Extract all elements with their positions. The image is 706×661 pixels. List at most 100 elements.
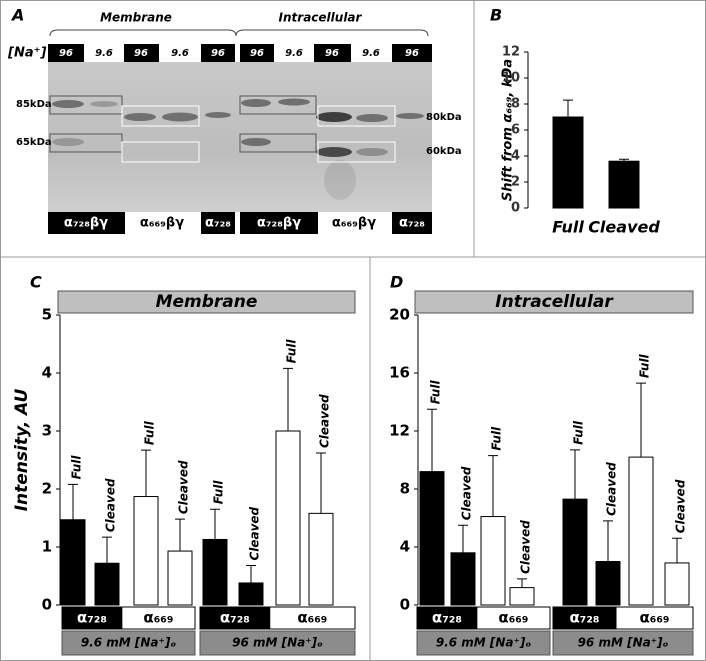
y-axis-label: Shift from α₆₆₉, kDa: [501, 59, 516, 201]
bar: [419, 471, 445, 606]
construct-row: α₇₂₈βγ α₆₆₉βγ α₇₂₈ α₇₂₈βγ α₆₆₉βγ α₇₂₈: [48, 212, 432, 234]
bar: [275, 430, 301, 606]
error-bar: [283, 367, 293, 431]
bar-label: Full: [212, 480, 226, 505]
panel-label: B: [490, 6, 502, 25]
error-bar: [175, 518, 185, 552]
y-tick-label: 2: [511, 175, 520, 190]
bar-label: Cleaved: [318, 394, 332, 448]
y-tick-label: 6: [511, 123, 520, 138]
marker: 60kDa: [426, 146, 462, 157]
bar: [133, 496, 159, 606]
subunit-label: α₇₂₈: [220, 609, 250, 627]
error-bar: [636, 382, 646, 458]
subunit-label: α₆₆₉: [143, 609, 173, 627]
error-bar: [316, 452, 326, 514]
subunit-label: α₇₂₈: [569, 609, 599, 627]
construct: α₇₂₈: [205, 216, 231, 231]
bar: [94, 562, 120, 606]
bar-label: Cleaved: [605, 462, 619, 516]
y-tick-label: 4: [511, 149, 520, 164]
bar-label: Full: [70, 455, 84, 480]
title-box: [414, 290, 694, 314]
error-bar: [427, 408, 437, 472]
y-tick-label: 16: [389, 364, 410, 382]
lane: 9.6: [95, 48, 113, 59]
y-tick-label: 10: [502, 71, 520, 86]
condition-box: [61, 630, 196, 656]
subunit-box: [615, 606, 694, 630]
condition-box: [416, 630, 551, 656]
x-tick-label: Cleaved: [588, 218, 660, 237]
error-bar: [517, 578, 527, 588]
group-label: Membrane: [100, 11, 172, 25]
y-tick-label: 12: [389, 422, 410, 440]
y-tick-label: 0: [42, 596, 52, 614]
lane: 9.6: [362, 48, 380, 59]
error-bar: [603, 520, 613, 562]
panel-label: D: [390, 273, 403, 292]
lane: 9.6: [285, 48, 303, 59]
panel-label: A: [10, 6, 24, 25]
lane: 96: [134, 48, 148, 59]
error-bar: [563, 99, 573, 117]
bar-label: Cleaved: [460, 466, 474, 520]
bar: [608, 160, 640, 209]
lane: 9.6: [171, 48, 189, 59]
bar: [552, 116, 584, 209]
error-bar: [570, 449, 580, 500]
bar-label: Full: [285, 339, 299, 364]
error-bar: [68, 483, 78, 520]
bar: [238, 582, 264, 606]
bar: [60, 519, 86, 606]
condition-box: [199, 630, 356, 656]
y-tick-label: 3: [42, 422, 52, 440]
bar-label: Full: [638, 353, 652, 378]
bar-label: Cleaved: [177, 460, 191, 514]
bar: [167, 550, 193, 606]
lane: 96: [405, 48, 419, 59]
subunit-box: [476, 606, 551, 630]
bar-label: Cleaved: [519, 520, 533, 574]
y-tick-label: 20: [389, 306, 410, 324]
error-bar: [246, 565, 256, 583]
x-tick-label: Full: [552, 218, 584, 237]
na-label: [Na⁺]: [7, 46, 46, 61]
lane: 96: [325, 48, 339, 59]
condition-label: 96 mM [Na⁺]ₒ: [578, 636, 669, 650]
bar: [595, 561, 621, 606]
construct: α₇₂₈βγ: [64, 216, 108, 231]
bar: [480, 516, 506, 606]
construct: α₆₆₉βγ: [140, 216, 184, 231]
bar: [308, 512, 334, 606]
error-bar: [672, 537, 682, 563]
error-bar: [619, 158, 629, 162]
subunit-label: α₆₆₉: [639, 609, 669, 627]
chart-title: Intracellular: [495, 292, 614, 312]
bar: [664, 562, 690, 606]
error-bar: [458, 524, 468, 553]
y-tick-label: 0: [400, 596, 410, 614]
construct: α₇₂₈βγ: [257, 216, 301, 231]
subunit-label: α₆₆₉: [297, 609, 327, 627]
bar-label: Cleaved: [104, 478, 118, 532]
lane: 96: [250, 48, 264, 59]
group-label: Intracellular: [279, 11, 363, 25]
title-box: [57, 290, 356, 314]
construct: α₇₂₈: [399, 216, 425, 231]
subunit-box: [269, 606, 356, 630]
marker: 80kDa: [426, 112, 462, 123]
y-tick-label: 12: [502, 45, 520, 60]
subunit-box: [121, 606, 196, 630]
boxes: [49, 95, 396, 163]
marker: 65kDa: [16, 137, 52, 148]
y-tick-label: 4: [42, 364, 52, 382]
y-axis-label: Intensity, AU: [12, 389, 32, 512]
y-tick-label: 0: [511, 201, 520, 216]
bar-label: Full: [490, 426, 504, 451]
lane: 96: [59, 48, 73, 59]
bar: [628, 456, 654, 606]
bar-label: Full: [429, 380, 443, 405]
bar: [562, 498, 588, 606]
